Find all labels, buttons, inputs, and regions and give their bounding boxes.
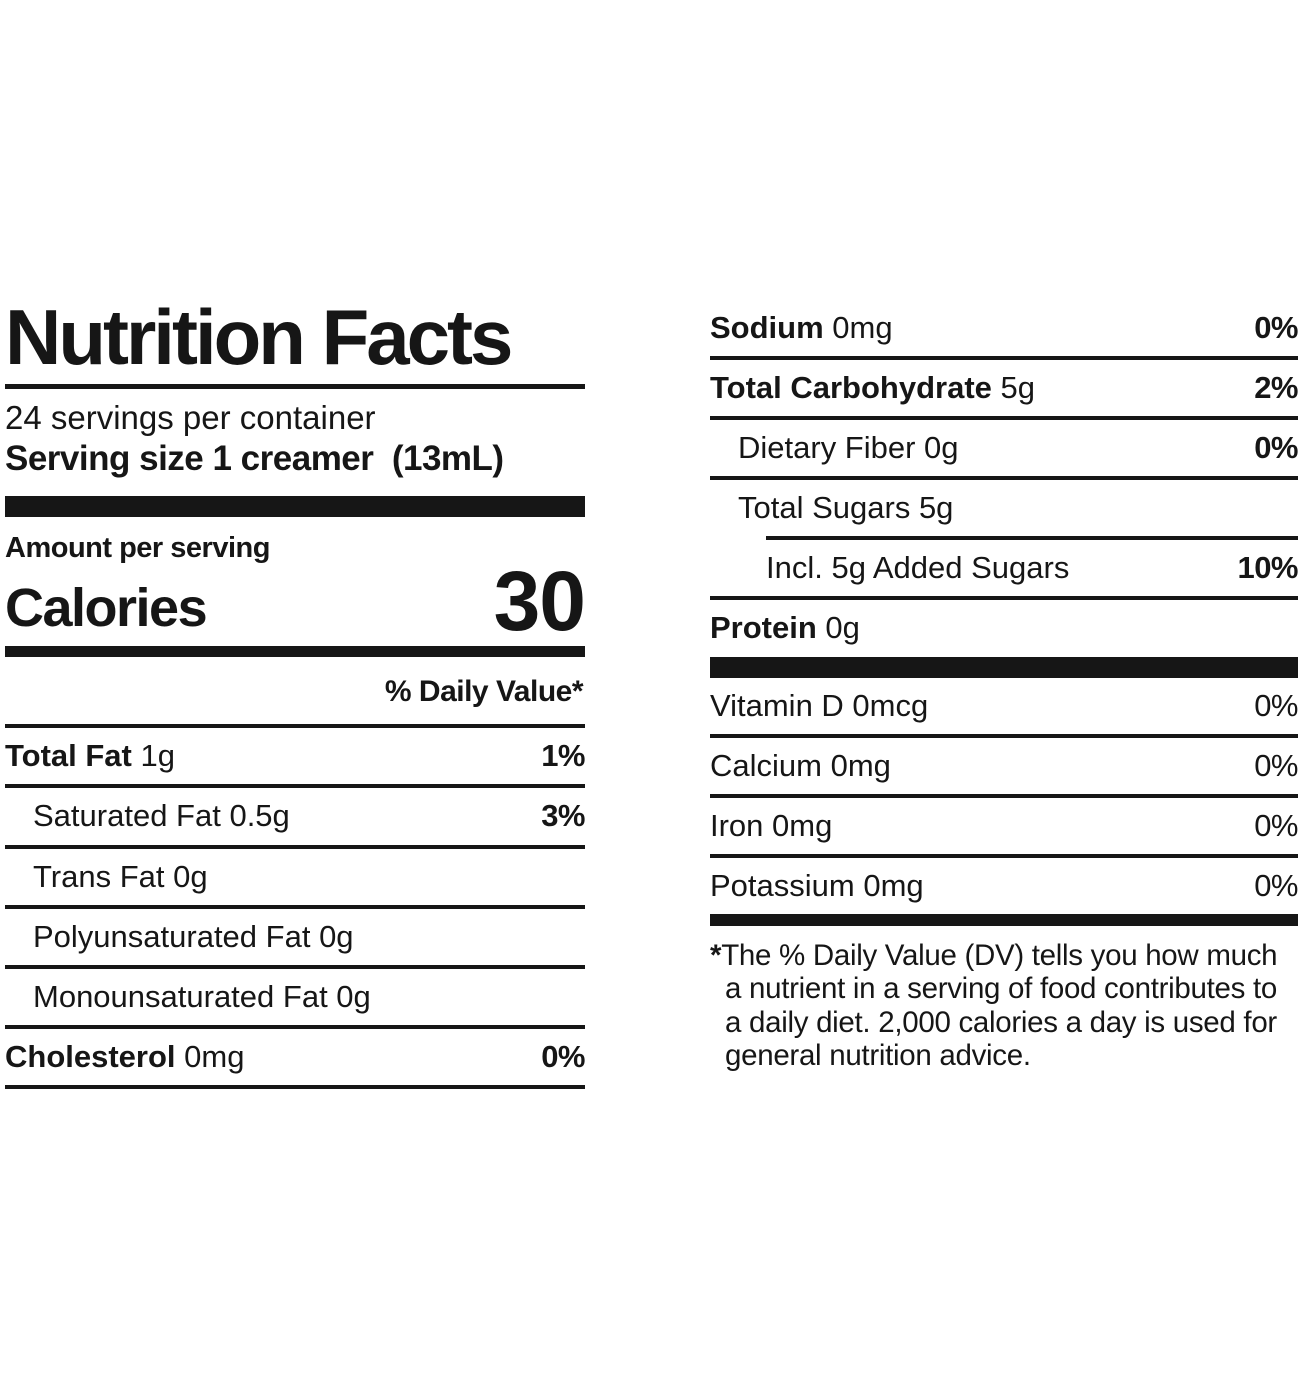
nutrient-row: Sodium 0mg 0% [710, 300, 1298, 356]
divider [5, 844, 585, 849]
divider [710, 853, 1298, 858]
nutrient-name: Polyunsaturated Fat [33, 918, 311, 954]
label-right-column: Sodium 0mg 0% Total Carbohydrate 5g 2% D… [710, 300, 1298, 1400]
nutrient-row: Total Sugars 5g [710, 480, 1298, 536]
nutrient-daily-value: 2% [1254, 370, 1298, 406]
nutrient-row: Incl. 5g Added Sugars 10% [710, 540, 1298, 596]
nutrient-name: Iron [710, 807, 764, 843]
nutrient-name: Total Carbohydrate [710, 370, 992, 406]
divider [5, 784, 585, 789]
nutrient-daily-value: 0% [1254, 747, 1298, 783]
nutrient-name: Monounsaturated Fat [33, 978, 328, 1014]
nutrient-row: Calcium 0mg 0% [710, 738, 1298, 794]
nutrient-amount: 0g [310, 918, 354, 954]
nutrient-daily-value: 0% [1254, 807, 1298, 843]
nutrient-name: Saturated Fat [33, 798, 221, 834]
nutrient-amount: 0.5g [220, 798, 290, 834]
daily-value-footnote: *The % Daily Value (DV) tells you how mu… [710, 939, 1298, 1072]
right-nutrient-rows: Sodium 0mg 0% Total Carbohydrate 5g 2% D… [710, 300, 1298, 926]
nutrient-name: Total Sugars [738, 490, 911, 526]
nutrient-row: Cholesterol 0mg 0% [5, 1029, 585, 1085]
label-left-column: Nutrition Facts 24 servings per containe… [5, 293, 586, 1400]
nutrient-amount: 0g [816, 610, 860, 646]
divider [5, 1024, 585, 1029]
nutrient-name: Protein [710, 610, 817, 646]
nutrient-amount: 0g [327, 978, 371, 1014]
nutrient-amount: 0mg [854, 867, 924, 903]
nutrient-row: Monounsaturated Fat 0g [5, 969, 585, 1025]
footnote-text: The % Daily Value (DV) tells you how muc… [721, 938, 1278, 1072]
divider [710, 596, 1298, 601]
label-title: Nutrition Facts [5, 293, 513, 381]
divider [710, 416, 1298, 421]
nutrient-daily-value: 0% [1254, 687, 1298, 723]
divider [710, 656, 1298, 678]
divider [5, 724, 585, 729]
amount-per-serving-label: Amount per serving [5, 532, 270, 565]
nutrient-daily-value: 1% [541, 738, 585, 774]
divider [5, 964, 585, 969]
nutrient-name: Calcium [710, 747, 822, 783]
divider [710, 913, 1298, 926]
nutrient-row: Saturated Fat 0.5g 3% [5, 788, 585, 844]
nutrient-amount: 0mcg [843, 687, 929, 723]
nutrient-daily-value: 10% [1237, 550, 1298, 586]
nutrient-row: Total Carbohydrate 5g 2% [710, 360, 1298, 416]
nutrient-amount: 1g [131, 738, 175, 774]
left-nutrient-rows: Total Fat 1g 1% Saturated Fat 0.5g 3% Tr… [5, 728, 585, 1089]
nutrient-name: Vitamin D [710, 687, 844, 723]
nutrient-row: Total Fat 1g 1% [5, 728, 585, 784]
footnote-asterisk: * [710, 938, 722, 972]
divider [5, 646, 585, 658]
divider [766, 536, 1298, 541]
nutrient-row: Trans Fat 0g [5, 849, 585, 905]
divider [5, 904, 585, 909]
nutrient-daily-value: 0% [1254, 867, 1298, 903]
divider [5, 496, 585, 518]
nutrient-name: Potassium [710, 867, 855, 903]
calories-label: Calories [5, 577, 208, 638]
divider [5, 1084, 585, 1089]
divider [710, 733, 1298, 738]
nutrient-row: Polyunsaturated Fat 0g [5, 909, 585, 965]
nutrient-name: Cholesterol [5, 1038, 176, 1074]
nutrient-amount: 0mg [821, 747, 891, 783]
nutrient-amount: 0mg [763, 807, 833, 843]
calories-value: 30 [493, 554, 586, 649]
nutrient-name: Trans Fat [33, 858, 165, 894]
nutrient-row: Protein 0g [710, 600, 1298, 656]
nutrient-amount: 0g [915, 430, 959, 466]
nutrient-row: Potassium 0mg 0% [710, 858, 1298, 914]
nutrient-daily-value: 0% [1254, 430, 1298, 466]
daily-value-header: % Daily Value* [384, 675, 584, 709]
nutrient-name: Incl. 5g Added Sugars [766, 550, 1070, 586]
calories-row: Calories 30 [5, 554, 586, 649]
nutrient-name: Sodium [710, 310, 824, 345]
nutrient-name: Dietary Fiber [738, 430, 916, 466]
nutrient-amount: 0mg [175, 1038, 245, 1074]
divider [710, 476, 1298, 481]
nutrient-amount: 0g [164, 858, 208, 894]
nutrient-daily-value: 3% [541, 798, 585, 834]
nutrient-row: Vitamin D 0mcg 0% [710, 678, 1298, 734]
nutrient-row: Dietary Fiber 0g 0% [710, 420, 1298, 476]
nutrient-daily-value: 0% [1254, 310, 1298, 345]
divider [710, 793, 1298, 798]
serving-size: Serving size 1 creamer (13mL) [5, 439, 504, 479]
divider [710, 356, 1298, 361]
nutrient-row: Iron 0mg 0% [710, 798, 1298, 854]
divider [5, 384, 585, 390]
nutrient-name: Total Fat [5, 738, 132, 774]
servings-per-container: 24 servings per container [5, 399, 376, 437]
nutrient-amount: 5g [991, 370, 1036, 406]
nutrient-daily-value: 0% [541, 1038, 585, 1074]
nutrient-amount: 0mg [823, 310, 893, 345]
nutrient-amount: 5g [910, 490, 954, 526]
